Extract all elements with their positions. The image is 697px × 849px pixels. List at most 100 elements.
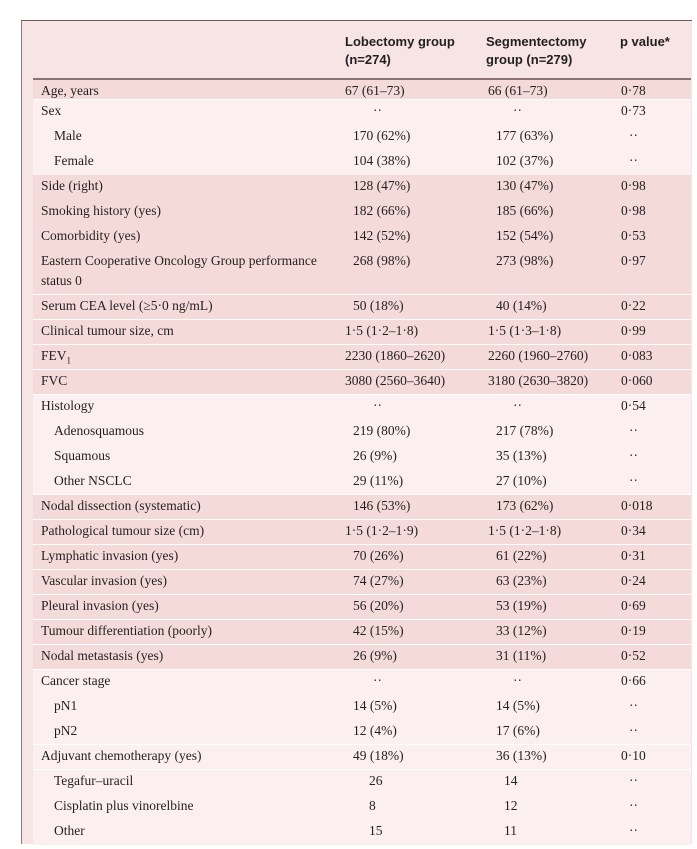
lobectomy-value: 26 (9%)	[353, 448, 397, 463]
lobectomy-value: 170 (62%)	[353, 128, 411, 143]
p-value: 0·73	[621, 103, 646, 118]
lobectomy-value: 74 (27%)	[353, 573, 404, 588]
segmentectomy-value: 11	[504, 823, 517, 838]
table-row: Age, years 67 (61–73) 66 (61–73) 0·78	[33, 80, 691, 99]
row-label-subscript: 1	[66, 355, 72, 366]
row-label: Eastern Cooperative Oncology Group perfo…	[41, 253, 317, 288]
segmentectomy-value: 61 (22%)	[496, 548, 547, 563]
p-value: 0·31	[621, 548, 646, 563]
row-label: Cisplatin plus vinorelbine	[54, 798, 194, 813]
segmentectomy-value: 217 (78%)	[496, 423, 554, 438]
lobectomy-value: 146 (53%)	[353, 498, 411, 513]
table-row: FVC 3080 (2560–3640) 3180 (2630–3820) 0·060	[33, 370, 691, 394]
p-value: 0·99	[621, 323, 646, 338]
row-label: Tegafur–uracil	[54, 773, 134, 788]
row-label: Side (right)	[41, 178, 103, 193]
table-row: Pathological tumour size (cm) 1·5 (1·2–1·…	[33, 520, 691, 544]
p-value: ··	[629, 153, 638, 168]
lobectomy-value: 26 (9%)	[353, 648, 397, 663]
p-value: ··	[629, 823, 638, 838]
lobectomy-value: 70 (26%)	[353, 548, 404, 563]
segmentectomy-value: 1·5 (1·2–1·8)	[488, 523, 562, 538]
lobectomy-value: 182 (66%)	[353, 203, 411, 218]
segmentectomy-value: 2260 (1960–2760)	[488, 348, 589, 363]
lobectomy-value: 268 (98%)	[353, 253, 411, 268]
segmentectomy-value: 66 (61–73)	[488, 83, 548, 98]
segmentectomy-value: 53 (19%)	[496, 598, 547, 613]
table-row: Adjuvant chemotherapy (yes) 49 (18%) 36 (1…	[33, 745, 691, 769]
row-separator	[33, 845, 691, 846]
p-value: ··	[629, 723, 638, 738]
p-value: 0·24	[621, 573, 646, 588]
table-row: Other NSCLC 29 (11%) 27 (10%) ··	[33, 470, 691, 494]
lobectomy-value: 128 (47%)	[353, 178, 411, 193]
p-value: 0·22	[621, 298, 646, 313]
row-separator	[33, 594, 691, 595]
row-separator	[33, 344, 691, 345]
row-label: Pathological tumour size (cm)	[41, 523, 205, 538]
segmentectomy-value: 36 (13%)	[496, 748, 547, 763]
lobectomy-value: 50 (18%)	[353, 298, 404, 313]
p-value: ··	[629, 698, 638, 713]
p-value: 0·98	[621, 203, 646, 218]
lobectomy-value: 14 (5%)	[353, 698, 397, 713]
table-row: Serum CEA level (≥5·0 ng/mL) 50 (18%) 40 (…	[33, 295, 691, 319]
row-separator	[33, 519, 691, 520]
row-label: Adenosquamous	[54, 423, 144, 438]
row-label: Clinical tumour size, cm	[41, 323, 174, 338]
p-value: 0·69	[621, 598, 646, 613]
p-value: 0·98	[621, 178, 646, 193]
segmentectomy-value: 12	[504, 798, 518, 813]
row-label: Cancer stage	[41, 673, 111, 688]
row-label: Female	[54, 153, 94, 168]
row-label: Sex	[41, 103, 62, 118]
header-lobectomy-line1: Lobectomy group	[345, 34, 455, 49]
p-value: 0·018	[621, 498, 653, 513]
segmentectomy-value: ··	[513, 673, 522, 688]
segmentectomy-value: 17 (6%)	[496, 723, 540, 738]
segmentectomy-value: 1·5 (1·3–1·8)	[488, 323, 562, 338]
segmentectomy-value: 177 (63%)	[496, 128, 554, 143]
lobectomy-value: ··	[373, 103, 382, 118]
table-row: Female 104 (38%) 102 (37%) ··	[33, 150, 691, 175]
row-label: Vascular invasion (yes)	[41, 573, 167, 588]
lobectomy-value: 3080 (2560–3640)	[345, 373, 446, 388]
row-separator	[33, 494, 691, 495]
row-label: pN1	[54, 698, 78, 713]
table-row: Clinical tumour size, cm 1·5 (1·2–1·8) 1·5…	[33, 320, 691, 344]
row-separator	[33, 744, 691, 745]
table-row: Nodal dissection (systematic) 146 (53%) 17…	[33, 495, 691, 519]
table-row: Tumour differentiation (poorly) 42 (15%) 3…	[33, 620, 691, 644]
segmentectomy-value: 152 (54%)	[496, 228, 554, 243]
row-separator	[33, 369, 691, 370]
p-value: 0·34	[621, 523, 646, 538]
lobectomy-value: 104 (38%)	[353, 153, 411, 168]
segmentectomy-value: 102 (37%)	[496, 153, 554, 168]
row-label: Male	[54, 128, 82, 143]
row-separator	[33, 644, 691, 645]
segmentectomy-value: ··	[513, 103, 522, 118]
table-row: Vascular invasion (yes) 74 (27%) 63 (23%) 0…	[33, 570, 691, 594]
segmentectomy-value: 14 (5%)	[496, 698, 540, 713]
row-separator	[33, 99, 691, 100]
row-separator	[33, 394, 691, 395]
lobectomy-value: 2230 (1860–2620)	[345, 348, 446, 363]
row-separator	[33, 319, 691, 320]
segmentectomy-value: 27 (10%)	[496, 473, 547, 488]
row-separator	[33, 569, 691, 570]
p-value: 0·66	[621, 673, 646, 688]
row-separator	[33, 544, 691, 545]
segmentectomy-value: 31 (11%)	[496, 648, 547, 663]
table-row: Histology ·· ·· 0·54	[33, 395, 691, 420]
segmentectomy-value: 3180 (2630–3820)	[488, 373, 589, 388]
p-value: 0·52	[621, 648, 646, 663]
lobectomy-value: 142 (52%)	[353, 228, 411, 243]
p-value: 0·083	[621, 348, 653, 363]
p-value: ··	[629, 128, 638, 143]
header-segmentectomy-line2: group (n=279)	[486, 52, 573, 67]
p-value: 0·10	[621, 748, 646, 763]
lobectomy-value: 15	[369, 823, 383, 838]
row-separator	[33, 294, 691, 295]
segmentectomy-value: 35 (13%)	[496, 448, 547, 463]
lobectomy-value: 1·5 (1·2–1·8)	[345, 323, 419, 338]
